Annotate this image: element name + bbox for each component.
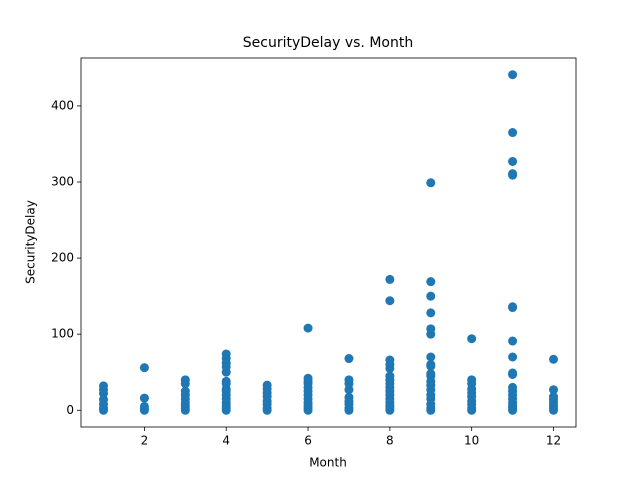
point [221,349,231,359]
point [426,308,436,318]
point [139,363,149,373]
x-tick-label: 2 [141,434,149,448]
point [549,385,558,395]
point [303,323,313,333]
point [467,334,477,344]
point [426,178,436,188]
point [426,291,436,301]
point [549,392,558,402]
y-axis-label: SecurityDelay [24,200,38,284]
x-axis-label: Month [309,456,347,470]
x-tick-label: 10 [464,434,479,448]
point [426,369,436,379]
point [426,277,436,287]
point [303,373,313,383]
point [344,392,354,402]
y-tick-label: 400 [51,98,74,112]
plot-frame [80,57,577,428]
x-tick-label: 8 [386,434,394,448]
point [508,128,518,138]
point [180,375,190,385]
y-tick-label: 100 [51,327,74,341]
point [139,401,149,411]
point [221,376,231,386]
y-tick-label: 200 [51,251,74,265]
y-tick-label: 300 [51,175,74,189]
point [426,324,436,334]
point [385,355,395,365]
point [549,354,558,364]
point [508,368,518,378]
chart-title: SecurityDelay vs. Month [243,35,413,51]
point [508,156,518,166]
point [262,380,272,390]
point [508,336,518,346]
point [508,382,518,392]
y-tick-label: 0 [66,403,74,417]
point [385,371,395,381]
point [385,274,395,284]
x-tick-label: 6 [304,434,312,448]
point [467,375,477,385]
point [508,169,518,179]
x-tick-label: 4 [222,434,230,448]
point [99,381,108,391]
point [426,360,436,370]
point [426,352,436,362]
x-tick-label: 12 [546,434,561,448]
point [344,354,354,364]
point [344,375,354,385]
point [139,393,149,403]
point [180,386,190,396]
point [385,296,395,306]
point [508,70,518,80]
point [508,352,518,362]
point [508,302,518,312]
